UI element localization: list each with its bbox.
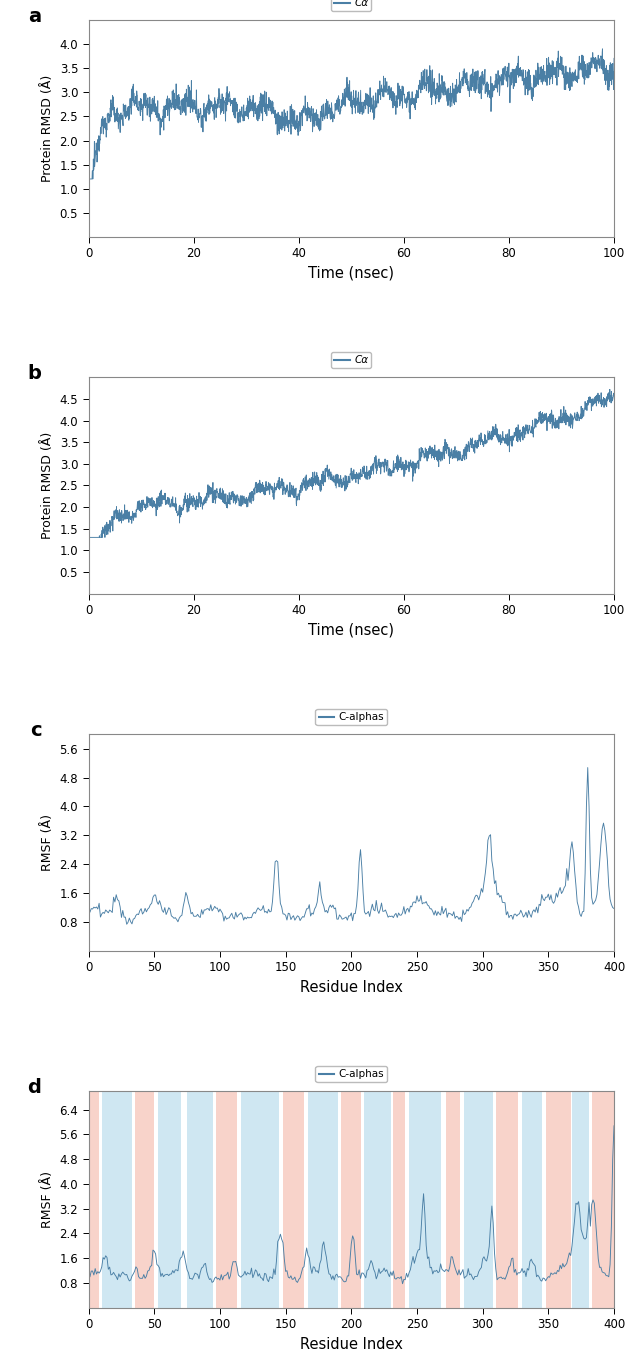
Bar <box>89 1091 99 1308</box>
Y-axis label: RMSF (Å): RMSF (Å) <box>41 1171 54 1228</box>
X-axis label: Residue Index: Residue Index <box>300 1336 403 1351</box>
Y-axis label: Protein RMSD (Å): Protein RMSD (Å) <box>41 75 54 182</box>
Bar <box>102 1091 132 1308</box>
Text: b: b <box>27 364 41 383</box>
Bar <box>546 1091 571 1308</box>
Bar <box>241 1091 279 1308</box>
Bar <box>522 1091 542 1308</box>
Bar <box>464 1091 493 1308</box>
Bar <box>572 1091 589 1308</box>
Bar <box>496 1091 518 1308</box>
Bar <box>283 1091 304 1308</box>
Legend: C-alphas: C-alphas <box>315 709 387 725</box>
Y-axis label: RMSF (Å): RMSF (Å) <box>41 814 54 871</box>
Legend: Cα: Cα <box>331 0 372 11</box>
Bar <box>365 1091 391 1308</box>
Text: c: c <box>30 721 41 740</box>
Legend: Cα: Cα <box>331 352 372 369</box>
Legend: C-alphas: C-alphas <box>315 1066 387 1083</box>
Bar <box>341 1091 361 1308</box>
Bar <box>446 1091 460 1308</box>
X-axis label: Residue Index: Residue Index <box>300 980 403 995</box>
Bar <box>216 1091 237 1308</box>
Bar <box>158 1091 180 1308</box>
Bar <box>135 1091 154 1308</box>
Bar <box>409 1091 441 1308</box>
X-axis label: Time (nsec): Time (nsec) <box>308 622 394 638</box>
Y-axis label: Protein RMSD (Å): Protein RMSD (Å) <box>41 432 54 539</box>
Bar <box>308 1091 338 1308</box>
Bar <box>592 1091 614 1308</box>
Text: d: d <box>27 1079 41 1098</box>
Bar <box>393 1091 405 1308</box>
Bar <box>187 1091 213 1308</box>
X-axis label: Time (nsec): Time (nsec) <box>308 266 394 280</box>
Text: a: a <box>28 7 41 26</box>
